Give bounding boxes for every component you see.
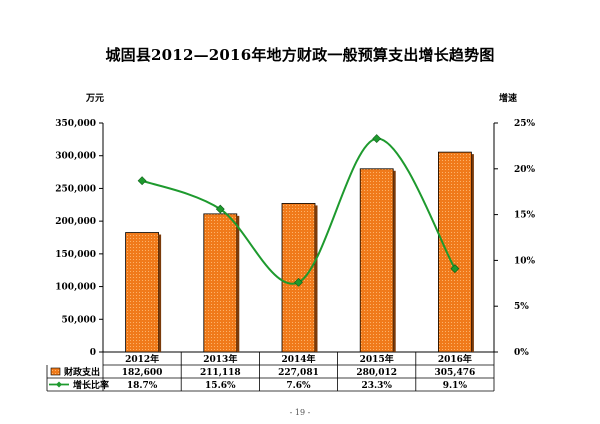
left-tick-label: 0 [90, 348, 96, 358]
growth-rate-point [294, 277, 303, 287]
growth-rate-point [372, 134, 382, 143]
chart-title: 城固县2012—2016年地方财政一般预算支出增长趋势图 [105, 46, 495, 64]
category-label: 2013年 [203, 353, 237, 365]
bar [437, 151, 472, 353]
right-tick-label: 15% [514, 211, 536, 221]
growth-value: 9.1% [443, 381, 468, 391]
legend-label-growth: 增长比率 [73, 379, 109, 391]
growth-rate-point [215, 204, 225, 214]
bar [281, 203, 316, 353]
bar [359, 168, 394, 353]
left-tick-label: 200,000 [55, 217, 96, 227]
growth-rate-line [141, 137, 456, 285]
spending-value: 227,081 [278, 368, 319, 378]
bar-shadow [158, 234, 162, 352]
growth-value: 15.6% [205, 381, 236, 391]
growth-rate-point [137, 176, 147, 186]
bar-shadow [471, 154, 474, 352]
spending-value: 211,118 [200, 368, 241, 378]
category-label: 2016年 [438, 353, 472, 365]
left-tick-label: 350,000 [55, 119, 96, 129]
growth-rate-point [450, 264, 460, 274]
spending-value: 305,476 [435, 368, 476, 378]
right-tick-label: 5% [514, 302, 529, 312]
bar [125, 232, 159, 353]
growth-value: 18.7% [127, 381, 158, 391]
left-tick-label: 100,000 [55, 283, 96, 293]
right-tick-label: 10% [514, 256, 536, 266]
right-tick-label: 0% [514, 348, 529, 358]
left-tick-label: 150,000 [55, 250, 96, 260]
bar-shadow [315, 205, 318, 352]
bar-shadow [393, 170, 396, 352]
legend-label-spending: 财政支出 [63, 366, 100, 378]
spending-value: 280,012 [356, 368, 397, 378]
right-axis-unit: 增速 [499, 94, 518, 104]
left-axis-unit: 万元 [86, 94, 105, 104]
bar [203, 213, 238, 353]
left-tick-label: 50,000 [62, 315, 96, 325]
growth-value: 23.3% [361, 381, 392, 391]
right-tick-label: 25% [514, 119, 536, 129]
category-label: 2014年 [281, 353, 315, 365]
page-number: - 19 - [289, 408, 311, 417]
category-label: 2015年 [360, 353, 394, 365]
right-tick-label: 20% [514, 165, 536, 175]
legend-swatch-marker [56, 381, 62, 388]
spending-value: 182,600 [122, 368, 163, 378]
bar-shadow [236, 215, 240, 352]
category-label: 2012年 [125, 353, 159, 365]
left-tick-label: 250,000 [55, 184, 96, 194]
growth-value: 7.6% [286, 381, 311, 391]
left-tick-label: 300,000 [55, 152, 96, 162]
legend-swatch-bar [50, 367, 61, 376]
